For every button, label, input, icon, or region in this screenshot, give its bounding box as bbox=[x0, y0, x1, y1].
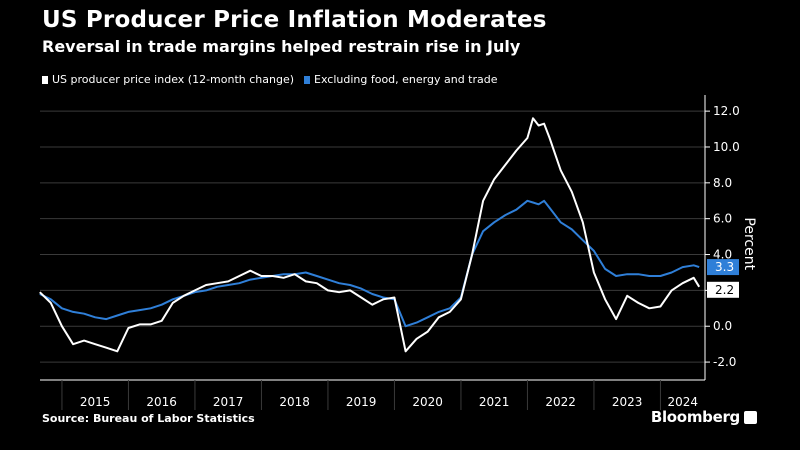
x-tick-label: 2019 bbox=[346, 395, 377, 409]
bloomberg-mark-icon bbox=[744, 411, 757, 424]
series-line-core bbox=[39, 199, 700, 328]
end-label-value: 2.2 bbox=[715, 283, 734, 297]
end-label-value: 3.3 bbox=[715, 260, 734, 274]
legend-item-core: Excluding food, energy and trade bbox=[304, 73, 498, 86]
x-tick-label: 2016 bbox=[146, 395, 177, 409]
y-tick-label: 8.0 bbox=[713, 176, 732, 190]
x-tick-label: 2015 bbox=[80, 395, 111, 409]
x-tick-label: 2018 bbox=[279, 395, 310, 409]
x-tick-label: 2024 bbox=[667, 395, 698, 409]
x-tick-label: 2017 bbox=[213, 395, 244, 409]
x-tick-label: 2021 bbox=[479, 395, 510, 409]
y-tick-label: 0.0 bbox=[713, 319, 732, 333]
legend-item-ppi: US producer price index (12-month change… bbox=[42, 73, 294, 86]
y-tick-label: 6.0 bbox=[713, 212, 732, 226]
y-tick-label: -2.0 bbox=[713, 355, 736, 369]
x-tick-label: 2020 bbox=[412, 395, 443, 409]
x-tick-label: 2023 bbox=[612, 395, 643, 409]
legend-label-core: Excluding food, energy and trade bbox=[314, 73, 498, 86]
end-label-box bbox=[707, 259, 739, 276]
y-axis-label: Percent bbox=[741, 217, 757, 270]
legend-label-ppi: US producer price index (12-month change… bbox=[52, 73, 295, 86]
chart-title: US Producer Price Inflation Moderates bbox=[42, 7, 547, 33]
y-tick-label: 12.0 bbox=[713, 104, 740, 118]
end-label-box bbox=[707, 281, 739, 298]
series-line-ppi bbox=[39, 117, 701, 353]
chart-subtitle: Reversal in trade margins helped restrai… bbox=[42, 37, 521, 56]
legend: US producer price index (12-month change… bbox=[42, 73, 508, 86]
bloomberg-logo: Bloomberg bbox=[650, 408, 740, 426]
source-note: Source: Bureau of Labor Statistics bbox=[42, 412, 255, 425]
x-tick-label: 2022 bbox=[545, 395, 576, 409]
legend-swatch-core bbox=[304, 75, 311, 84]
y-tick-label: 10.0 bbox=[713, 140, 740, 154]
legend-swatch-ppi bbox=[42, 75, 48, 84]
y-tick-label: 4.0 bbox=[713, 248, 732, 262]
